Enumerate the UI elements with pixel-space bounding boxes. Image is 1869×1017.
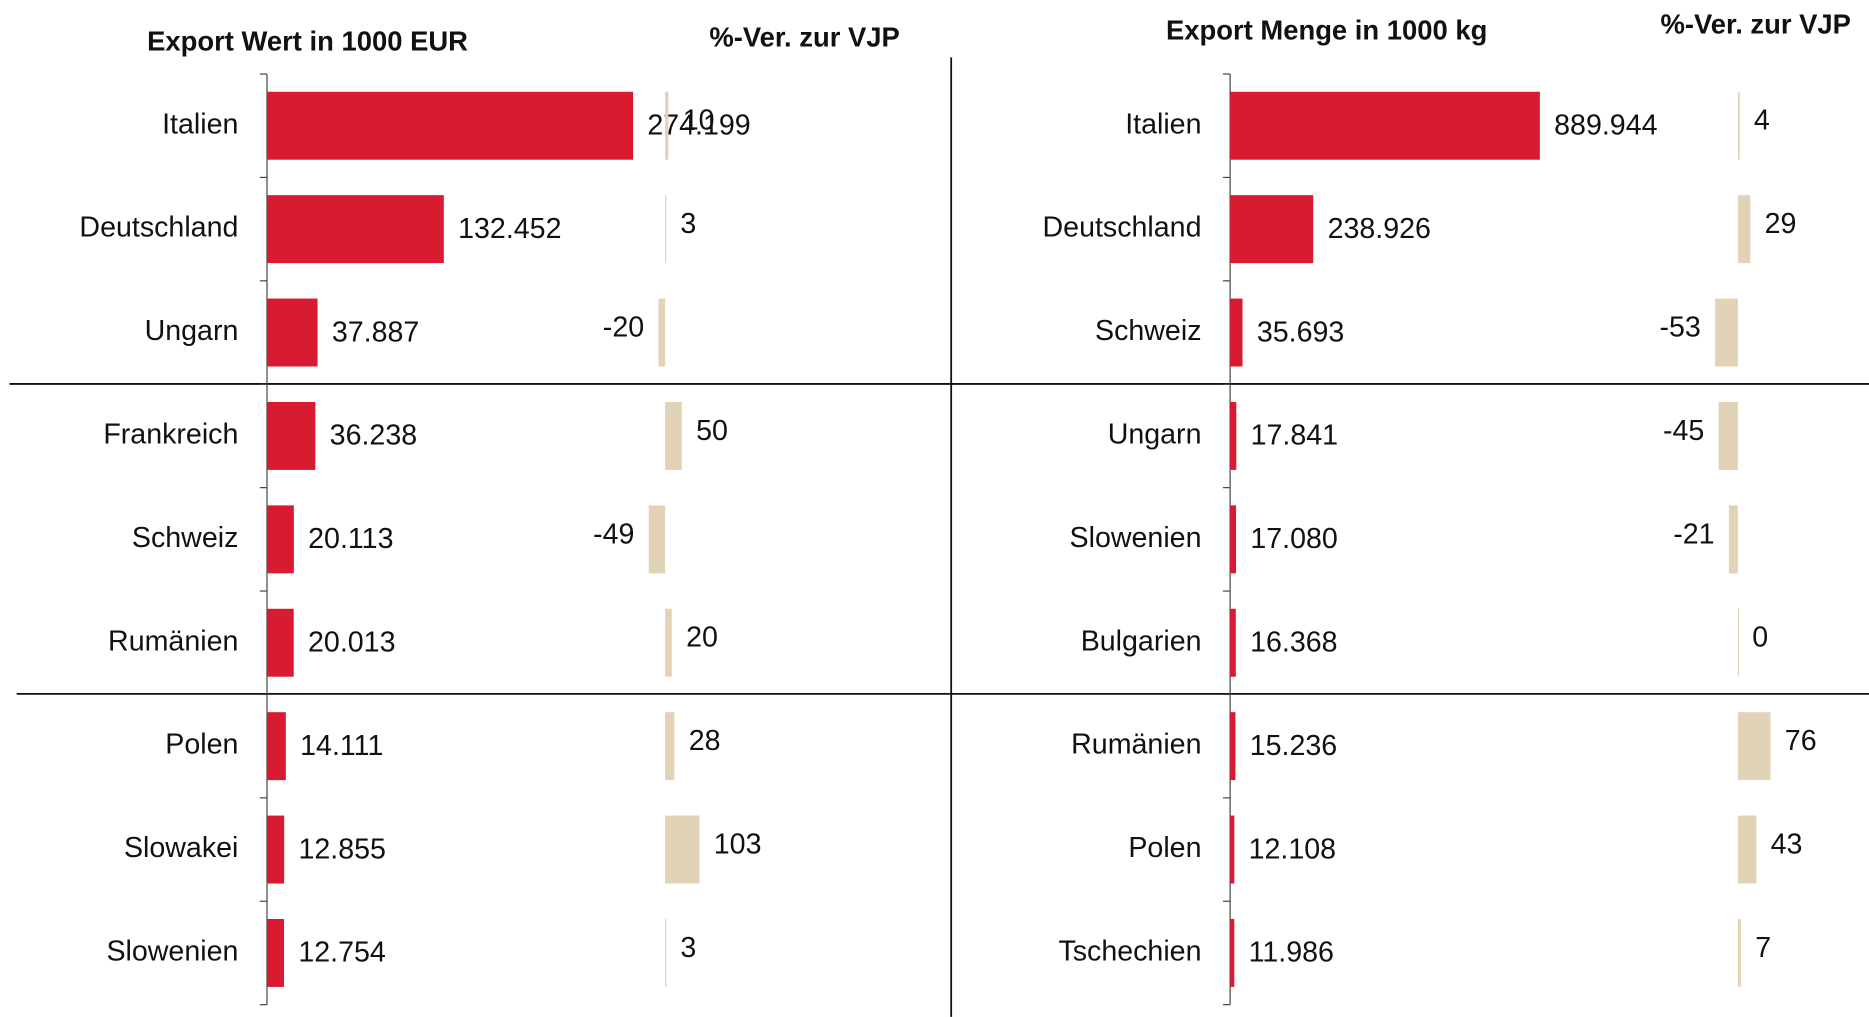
value-label: 12.855 — [298, 833, 385, 865]
category-label: Schweiz — [132, 522, 238, 554]
bar — [267, 918, 285, 987]
category-label: Polen — [165, 729, 238, 761]
value-label: 12.108 — [1249, 833, 1336, 865]
bar — [658, 298, 666, 367]
value-label: 132.452 — [458, 213, 561, 245]
value-label: 3 — [680, 932, 696, 964]
value-label: 15.236 — [1250, 730, 1337, 762]
value-label: 274.199 — [647, 109, 750, 141]
category-label: Slowakei — [124, 832, 238, 864]
value-label: 37.887 — [332, 316, 419, 348]
bar — [267, 91, 634, 160]
category-label: Deutschland — [1043, 212, 1202, 244]
bar — [1230, 918, 1235, 987]
bar — [1737, 91, 1740, 160]
value-label: 889.944 — [1554, 109, 1657, 141]
bar — [1230, 298, 1243, 367]
value-label: 76 — [1785, 725, 1817, 757]
value-label: 50 — [696, 415, 728, 447]
value-label: 12.754 — [298, 937, 386, 969]
chart-title: %-Ver. zur VJP — [1661, 9, 1851, 40]
chart-title: %-Ver. zur VJP — [709, 22, 899, 53]
bar — [1718, 401, 1738, 470]
value-label: 43 — [1771, 829, 1803, 861]
value-label: 14.111 — [300, 730, 383, 762]
value-label: 20.013 — [308, 626, 395, 658]
bar — [1728, 505, 1738, 574]
value-label: -20 — [603, 312, 644, 344]
bar — [267, 195, 444, 264]
bar — [1737, 815, 1757, 884]
value-label: 36.238 — [330, 420, 417, 452]
category-label: Slowenien — [106, 936, 238, 968]
category-label: Italien — [1125, 108, 1201, 140]
category-label: Ungarn — [145, 315, 239, 347]
bar — [267, 505, 294, 574]
chart-title: Export Menge in 1000 kg — [1166, 15, 1487, 46]
bar — [1715, 298, 1738, 367]
bar — [665, 918, 667, 987]
bar — [1230, 401, 1237, 470]
bar — [1230, 91, 1540, 160]
bar — [1230, 712, 1236, 781]
category-label: Rumänien — [108, 625, 238, 657]
value-label: 4 — [1754, 105, 1770, 137]
bar — [267, 401, 316, 470]
value-label: -21 — [1673, 518, 1714, 550]
value-label: -49 — [593, 518, 634, 550]
value-label: -53 — [1660, 312, 1701, 344]
category-label: Bulgarien — [1081, 625, 1202, 657]
value-label: 103 — [714, 829, 762, 861]
bar — [267, 712, 286, 781]
category-label: Ungarn — [1108, 419, 1202, 451]
category-label: Schweiz — [1095, 315, 1201, 347]
bar — [665, 195, 667, 264]
category-label: Rumänien — [1071, 729, 1201, 761]
bar — [267, 608, 294, 677]
category-label: Slowenien — [1070, 522, 1202, 554]
bar — [1230, 505, 1237, 574]
value-label: 238.926 — [1328, 213, 1431, 245]
value-label: 29 — [1765, 208, 1797, 240]
bar — [1230, 195, 1314, 264]
bar — [665, 815, 700, 884]
bar — [1737, 918, 1741, 987]
value-label: -45 — [1663, 415, 1704, 447]
bar — [648, 505, 666, 574]
category-label: Frankreich — [103, 419, 238, 451]
value-label: 0 — [1752, 622, 1768, 654]
bar — [267, 815, 285, 884]
category-label: Italien — [162, 108, 238, 140]
bar — [1737, 608, 1740, 677]
value-label: 20 — [686, 622, 718, 654]
category-label: Tschechien — [1058, 936, 1201, 968]
bar — [1230, 815, 1235, 884]
bar — [1737, 195, 1751, 264]
value-label: 20.113 — [308, 523, 393, 555]
value-label: 35.693 — [1257, 316, 1344, 348]
value-label: 11.986 — [1249, 937, 1334, 969]
category-label: Deutschland — [79, 212, 238, 244]
value-label: 28 — [689, 725, 721, 757]
bar — [1737, 712, 1771, 781]
bar — [665, 401, 682, 470]
bar — [1230, 608, 1236, 677]
chart-title: Export Wert in 1000 EUR — [147, 25, 468, 56]
value-label: 17.841 — [1251, 420, 1338, 452]
category-label: Polen — [1128, 832, 1201, 864]
value-label: 10 — [683, 105, 715, 137]
value-label: 3 — [680, 208, 696, 240]
bar — [267, 298, 318, 367]
bar — [665, 712, 675, 781]
value-label: 16.368 — [1250, 626, 1337, 658]
bar — [665, 608, 672, 677]
value-label: 17.080 — [1250, 523, 1337, 555]
value-label: 7 — [1755, 932, 1771, 964]
bar — [665, 91, 669, 160]
